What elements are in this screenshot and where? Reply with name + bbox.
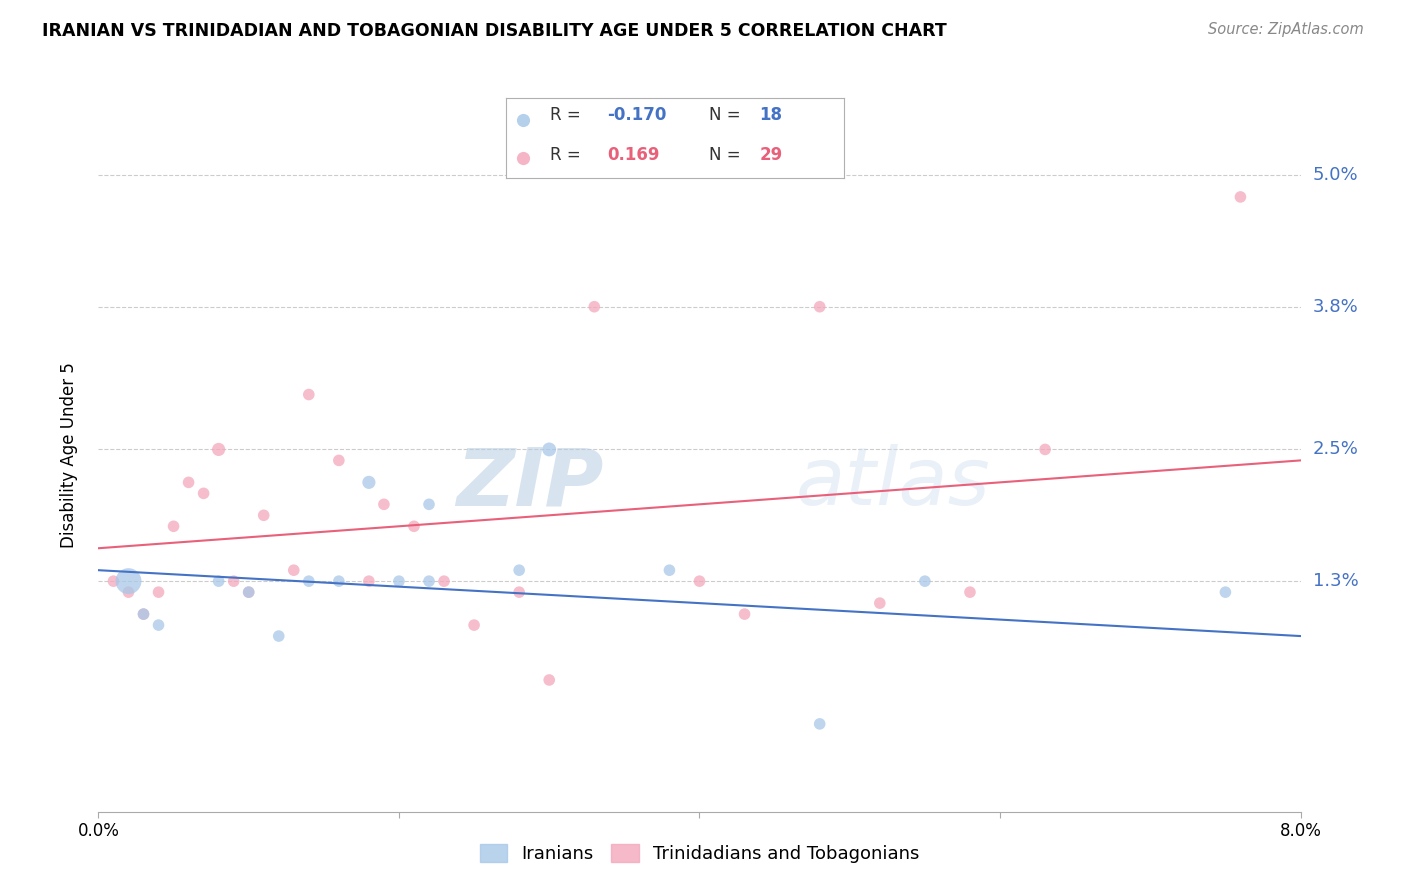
Point (238, 585, 260, 599)
Point (357, 475, 380, 490)
Point (508, 585, 530, 599)
Point (238, 585, 260, 599)
Text: 29: 29 (759, 146, 783, 164)
Point (253, 508, 276, 523)
Point (388, 574, 411, 589)
Text: 3.8%: 3.8% (1313, 298, 1358, 316)
Point (267, 629, 290, 643)
Point (103, 574, 125, 589)
Point (1229, 190, 1251, 204)
Point (463, 618, 485, 632)
Point (418, 574, 440, 589)
Point (298, 574, 321, 589)
Text: 18: 18 (759, 106, 782, 124)
Point (512, 112, 534, 127)
Point (512, 151, 534, 165)
Point (117, 585, 139, 599)
Point (538, 442, 561, 457)
Point (148, 618, 170, 632)
Point (193, 486, 215, 500)
Point (808, 717, 831, 731)
Point (402, 519, 425, 533)
Point (177, 475, 200, 490)
Point (132, 607, 155, 621)
Legend: Iranians, Trinidadians and Tobagonians: Iranians, Trinidadians and Tobagonians (472, 837, 927, 871)
Point (869, 596, 891, 610)
Y-axis label: Disability Age Under 5: Disability Age Under 5 (59, 362, 77, 548)
Text: R =: R = (550, 146, 581, 164)
Point (1215, 585, 1237, 599)
Point (959, 585, 981, 599)
Point (208, 574, 231, 589)
Point (418, 497, 440, 511)
Point (373, 497, 395, 511)
Point (1033, 442, 1056, 457)
Point (508, 563, 530, 577)
Text: 5.0%: 5.0% (1313, 166, 1358, 184)
Point (688, 574, 710, 589)
Text: -0.170: -0.170 (607, 106, 666, 124)
Point (734, 607, 756, 621)
Text: 1.3%: 1.3% (1313, 572, 1358, 591)
Text: N =: N = (709, 146, 740, 164)
Point (538, 673, 561, 687)
Point (132, 607, 155, 621)
Point (283, 563, 305, 577)
Point (357, 574, 380, 589)
Text: atlas: atlas (796, 444, 990, 523)
Point (208, 442, 231, 457)
Text: N =: N = (709, 106, 740, 124)
Text: R =: R = (550, 106, 581, 124)
Text: 2.5%: 2.5% (1313, 441, 1358, 458)
Point (914, 574, 936, 589)
Text: 0.169: 0.169 (607, 146, 659, 164)
Point (328, 453, 350, 467)
Point (148, 585, 170, 599)
Point (298, 387, 321, 401)
Point (328, 574, 350, 589)
Text: ZIP: ZIP (456, 444, 603, 523)
Point (583, 300, 606, 314)
Point (222, 574, 245, 589)
Point (162, 519, 184, 533)
Point (658, 563, 681, 577)
Text: Source: ZipAtlas.com: Source: ZipAtlas.com (1208, 22, 1364, 37)
Text: IRANIAN VS TRINIDADIAN AND TOBAGONIAN DISABILITY AGE UNDER 5 CORRELATION CHART: IRANIAN VS TRINIDADIAN AND TOBAGONIAN DI… (42, 22, 946, 40)
Point (117, 574, 139, 589)
Point (433, 574, 456, 589)
Point (808, 300, 831, 314)
